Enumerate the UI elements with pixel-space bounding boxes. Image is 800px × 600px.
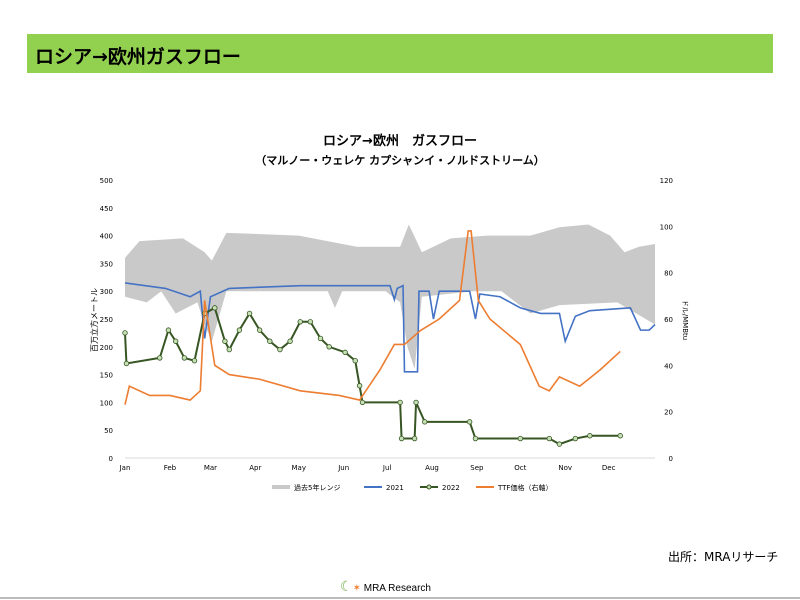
y-axis-label: 百万立方メートル xyxy=(89,288,99,352)
data-point xyxy=(246,310,253,317)
data-point xyxy=(256,327,263,333)
data-point xyxy=(572,435,579,442)
data-point xyxy=(222,338,228,344)
data-point xyxy=(191,358,198,364)
y-tick-label: 50 xyxy=(104,427,113,435)
x-tick-label: Feb xyxy=(164,464,177,472)
y2-tick-label: 80 xyxy=(664,270,673,278)
logo: ☾✶ MRA Research xyxy=(340,578,431,595)
data-point xyxy=(317,335,324,342)
x-tick-label: Sep xyxy=(470,464,484,472)
y2-tick-label: 20 xyxy=(664,409,673,417)
series-line-2022 xyxy=(124,306,621,446)
x-tick-label: Nov xyxy=(558,464,572,472)
data-point xyxy=(342,349,348,356)
y-tick-label: 350 xyxy=(100,260,113,268)
series-line-TTF価格（右軸） xyxy=(124,230,621,405)
data-point xyxy=(267,338,273,344)
data-point xyxy=(556,441,563,447)
title-banner: ロシア→欧州ガスフロー xyxy=(27,34,773,73)
x-tick-label: Jul xyxy=(382,464,392,472)
data-point xyxy=(123,360,130,367)
legend-label: 2021 xyxy=(386,484,404,492)
data-point xyxy=(287,338,293,344)
legend-label: 2022 xyxy=(442,484,460,492)
data-point xyxy=(212,305,218,311)
data-point xyxy=(226,346,232,353)
data-point xyxy=(413,399,419,406)
legend-marker xyxy=(426,484,432,490)
x-tick-label: Dec xyxy=(602,464,616,472)
legend-label: 過去5年レンジ xyxy=(294,483,340,492)
logo-text: MRA Research xyxy=(363,583,431,594)
data-point xyxy=(326,344,332,350)
y2-tick-label: 40 xyxy=(664,362,673,370)
data-point xyxy=(472,435,479,442)
x-tick-label: Mar xyxy=(204,464,217,472)
data-point xyxy=(181,355,188,361)
data-point xyxy=(356,383,363,389)
data-point xyxy=(277,346,283,353)
data-point xyxy=(359,399,366,406)
data-point xyxy=(157,355,163,361)
data-point xyxy=(236,327,243,333)
y-tick-label: 100 xyxy=(100,399,113,407)
y-tick-label: 150 xyxy=(100,372,113,380)
range-band xyxy=(125,224,655,370)
source-note: 出所：MRAリサーチ xyxy=(668,550,779,564)
y-tick-label: 250 xyxy=(100,316,113,324)
y-tick-label: 400 xyxy=(100,233,113,241)
x-tick-label: Jan xyxy=(119,464,131,472)
x-tick-label: Jun xyxy=(337,464,349,472)
chart-subtitle: （マルノー・ウェレケ カプシャンイ・ノルドストリーム） xyxy=(255,154,545,167)
x-tick-label: Apr xyxy=(249,464,261,472)
data-point xyxy=(398,435,405,442)
bottom-rule xyxy=(0,597,800,599)
y2-tick-label: 100 xyxy=(660,223,673,231)
y-tick-label: 450 xyxy=(100,205,113,213)
data-point xyxy=(422,419,428,425)
data-point xyxy=(397,399,403,406)
series-line-2021 xyxy=(124,282,656,373)
data-point xyxy=(517,435,524,442)
data-point xyxy=(466,419,473,425)
data-point xyxy=(546,435,552,442)
data-point xyxy=(587,433,593,439)
data-point xyxy=(307,319,314,325)
data-point xyxy=(411,435,418,442)
x-tick-label: Oct xyxy=(514,464,526,472)
x-tick-label: Aug xyxy=(425,464,439,472)
data-point xyxy=(352,358,358,364)
data-point xyxy=(165,327,172,333)
data-point xyxy=(122,330,128,336)
logo-icon: ☾ xyxy=(340,578,353,594)
data-point xyxy=(172,338,179,344)
y2-axis-label: ドル/MMBtu xyxy=(681,300,689,340)
y2-tick-label: 0 xyxy=(669,455,673,463)
page-title: ロシア→欧州ガスフロー xyxy=(35,46,241,68)
data-point xyxy=(617,433,623,439)
y-tick-label: 500 xyxy=(100,177,113,185)
x-tick-label: May xyxy=(292,464,306,472)
y-tick-label: 200 xyxy=(100,344,113,352)
chart-title: ロシア→欧州 ガスフロー xyxy=(323,134,477,149)
y2-tick-label: 60 xyxy=(664,316,673,324)
y2-tick-label: 120 xyxy=(660,177,673,185)
data-point xyxy=(297,319,303,325)
y-tick-label: 0 xyxy=(109,455,113,463)
legend-label: TTF価格（右軸） xyxy=(497,483,552,492)
logo-star-icon: ✶ xyxy=(352,583,361,594)
y-tick-label: 300 xyxy=(100,288,113,296)
